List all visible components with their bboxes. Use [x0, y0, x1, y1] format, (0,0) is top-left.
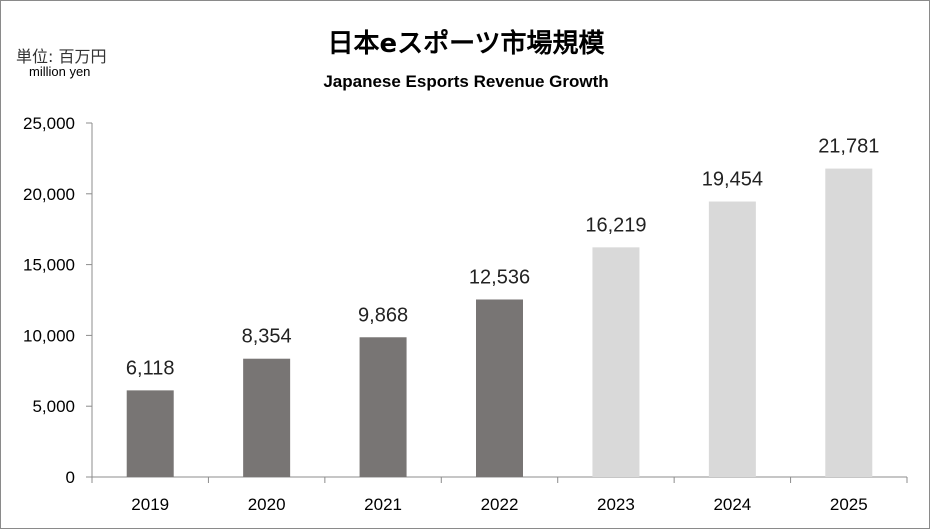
y-tick-label: 0 — [66, 468, 75, 487]
bar-2019 — [126, 390, 174, 477]
chart-title: 日本eスポーツ市場規模 — [1, 23, 929, 60]
x-tick-label: 2019 — [131, 495, 169, 514]
bar-2020 — [243, 358, 291, 477]
data-label: 21,781 — [818, 136, 879, 158]
x-tick-label: 2021 — [364, 495, 402, 514]
data-label: 6,118 — [126, 357, 175, 379]
bar-2021 — [359, 337, 407, 477]
bar-2022 — [476, 299, 523, 477]
data-label: 12,536 — [469, 266, 530, 288]
y-tick-label: 5,000 — [32, 397, 75, 416]
bar-2024 — [708, 201, 756, 477]
unit-label-en: million yen — [29, 64, 91, 79]
bar-2025 — [825, 168, 873, 477]
data-label: 19,454 — [702, 169, 763, 191]
x-tick-label: 2024 — [713, 495, 751, 514]
x-tick-label: 2023 — [597, 495, 635, 514]
chart-title-text: 日本eスポーツ市場規模 — [327, 29, 605, 59]
x-tick-label: 2025 — [830, 495, 868, 514]
y-tick-label: 15,000 — [23, 256, 75, 275]
y-tick-label: 20,000 — [23, 185, 75, 204]
data-label: 16,219 — [585, 214, 646, 236]
unit-label: 単位: 百万円 — [16, 47, 107, 66]
data-label: 9,868 — [358, 304, 408, 326]
data-label: 8,354 — [242, 326, 292, 348]
y-tick-label: 10,000 — [23, 326, 75, 345]
y-tick-label: 25,000 — [23, 114, 75, 133]
x-tick-label: 2022 — [481, 495, 519, 514]
x-tick-label: 2020 — [248, 495, 286, 514]
chart-subtitle: Japanese Esports Revenue Growth — [323, 72, 609, 91]
bar-2023 — [592, 247, 640, 477]
